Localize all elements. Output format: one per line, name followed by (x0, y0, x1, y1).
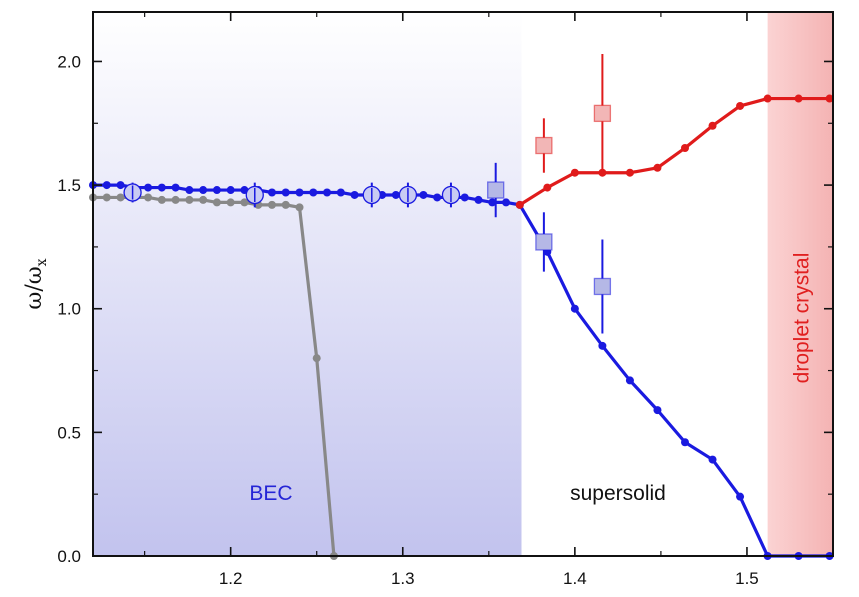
exp-square-marker (535, 136, 553, 155)
series-2-point (226, 198, 235, 207)
series-0-point (502, 198, 511, 207)
experimental-points (123, 54, 612, 334)
series-1-point (825, 94, 834, 103)
series-2-point (312, 354, 321, 363)
series-2-point (157, 195, 166, 204)
series-2-point (281, 200, 290, 209)
x-tick-label: 1.4 (563, 569, 587, 588)
series-2-point (102, 193, 111, 202)
series-2-point (212, 198, 221, 207)
y-tick-label: 2.0 (57, 52, 81, 71)
series-line-1 (518, 96, 830, 207)
series-1-point (681, 144, 689, 152)
x-tick-label: 1.5 (735, 569, 759, 588)
series-0-point (267, 188, 276, 197)
series-2-point (116, 193, 125, 202)
series-0-point (226, 186, 235, 195)
series-2-point (185, 195, 194, 204)
y-axis-label: ω/ωx (22, 258, 50, 309)
series-0-point (488, 198, 497, 207)
series-0-point (336, 188, 345, 197)
series-1-point (515, 200, 524, 209)
series-0-point (474, 195, 483, 204)
exp-square-marker (593, 104, 612, 123)
series-1-point (543, 183, 552, 192)
x-tick-label: 1.2 (219, 569, 243, 588)
series-0-point (419, 190, 428, 199)
series-1-point (653, 163, 662, 172)
series-0-point (598, 341, 607, 350)
series-1-point (625, 168, 634, 177)
series-0-point (460, 193, 469, 202)
series-0-point (391, 190, 400, 199)
series-1-point (570, 168, 579, 177)
series-2-point (171, 195, 180, 204)
series-0-point (708, 455, 717, 464)
region-droplet-crystal (767, 12, 833, 556)
series-2-point (295, 203, 304, 212)
y-tick-label: 1.0 (57, 300, 81, 319)
exp-square-marker (593, 277, 612, 296)
series-0-point (281, 188, 290, 197)
series-0-point (185, 186, 194, 195)
y-tick-label: 1.5 (57, 176, 81, 195)
series-2-point (199, 195, 208, 204)
series-0-point (681, 438, 689, 447)
region-label-supersolid: supersolid (570, 482, 666, 505)
series-0-point (625, 376, 634, 385)
series-2-point (144, 193, 153, 202)
series-0-point (144, 183, 153, 192)
series-0-point (309, 188, 318, 197)
regions-layer (93, 12, 833, 556)
series-0-point (116, 181, 125, 190)
series-1-point (708, 121, 717, 130)
series-0-point (736, 492, 745, 501)
series-0-point (199, 186, 208, 195)
region-label-bec: BEC (249, 482, 292, 505)
series-0-point (350, 190, 359, 199)
series-0-point (570, 304, 579, 313)
series-1-point (736, 101, 745, 110)
series-2-point (240, 198, 249, 207)
exp-square-marker (487, 181, 505, 199)
region-supersolid (521, 12, 768, 556)
y-tick-label: 0.5 (57, 423, 81, 442)
series-0-point (323, 188, 332, 197)
y-tick-label: 0.0 (57, 547, 81, 566)
axes (92, 11, 834, 557)
series-0-point (212, 186, 221, 195)
series-2-point (267, 200, 276, 209)
series-0-point (157, 183, 166, 192)
series-0-point (653, 406, 662, 415)
plot-frame (92, 11, 834, 557)
series-0-point (102, 181, 111, 190)
y-axis-label-subscript: x (34, 258, 50, 266)
series-0-point (171, 183, 180, 192)
series-0-point (295, 188, 304, 197)
labels: 1.2 1.3 1.4 1.5 0.0 0.5 1.0 1.5 2.0 ω/ωx BEC supers… (22, 52, 813, 588)
series-0-point (433, 193, 442, 202)
exp-square-marker (535, 233, 553, 251)
series-1-point (794, 94, 803, 103)
region-label-droplet-crystal: droplet crystal (790, 253, 813, 384)
x-tick-label: 1.3 (391, 569, 415, 588)
series-1-point (763, 94, 772, 103)
